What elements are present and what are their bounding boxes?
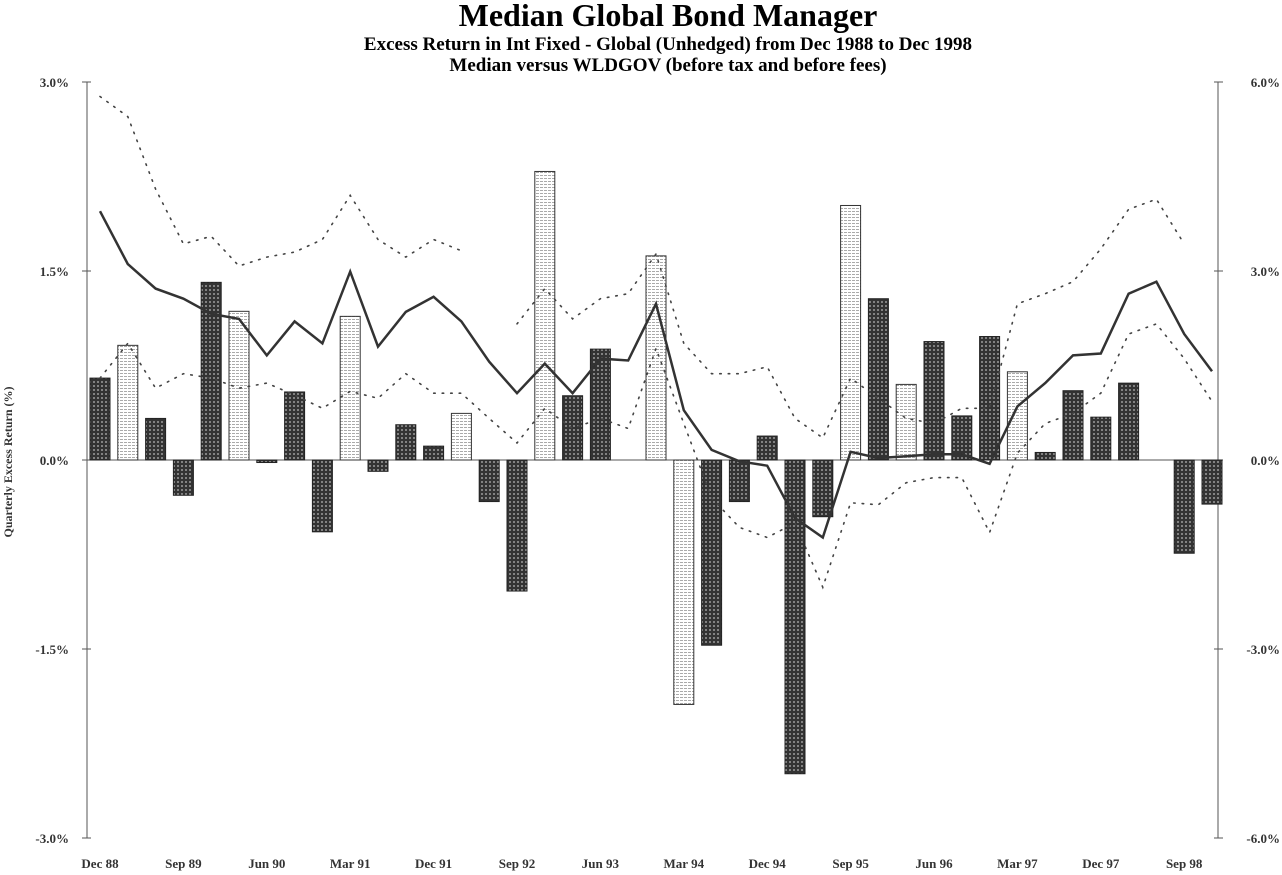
bar-dark bbox=[172, 459, 194, 496]
x-tick-label: Jun 93 bbox=[582, 856, 620, 871]
right-tick-label: 0.0% bbox=[1251, 453, 1280, 468]
x-tick-label: Sep 95 bbox=[832, 856, 869, 871]
right-tick-label: -6.0% bbox=[1246, 831, 1280, 846]
right-tick-label: 3.0% bbox=[1251, 264, 1280, 279]
x-tick-label: Dec 88 bbox=[81, 856, 119, 871]
x-tick-label: Dec 94 bbox=[749, 856, 787, 871]
chart-title: Median Global Bond Manager bbox=[459, 0, 878, 33]
bar-dark bbox=[728, 459, 750, 503]
y-axis-label: Quarterly Excess Return (%) bbox=[1, 387, 15, 538]
bar-dark bbox=[589, 348, 611, 461]
left-tick-label: -3.0% bbox=[35, 831, 69, 846]
x-tick-label: Sep 89 bbox=[165, 856, 202, 871]
bar-dark bbox=[1201, 459, 1223, 505]
chart-subtitle-2: Median versus WLDGOV (before tax and bef… bbox=[449, 55, 886, 76]
bar-dark bbox=[1062, 390, 1084, 461]
bar-dark bbox=[1034, 451, 1056, 461]
lower-quartile-line bbox=[99, 322, 1213, 590]
bar-dark bbox=[395, 424, 417, 461]
lines bbox=[98, 95, 1214, 590]
bar-dark bbox=[812, 459, 834, 518]
bar-light bbox=[673, 459, 695, 705]
upper-quartile-line bbox=[99, 95, 463, 267]
bar-light bbox=[645, 255, 667, 461]
median-line bbox=[98, 210, 1214, 540]
right-tick-label: -3.0% bbox=[1246, 642, 1280, 657]
bar-dark bbox=[756, 435, 778, 461]
bar-dark bbox=[145, 417, 167, 461]
bar-dark bbox=[367, 459, 389, 472]
x-tick-label: Dec 97 bbox=[1082, 856, 1120, 871]
left-tick-label: 3.0% bbox=[40, 75, 69, 90]
x-tick-label: Sep 98 bbox=[1166, 856, 1203, 871]
bar-dark bbox=[701, 459, 723, 646]
bar-light bbox=[450, 412, 472, 461]
bar-light bbox=[840, 204, 862, 461]
bar-dark bbox=[423, 445, 445, 461]
bar-dark bbox=[478, 459, 500, 503]
left-tick-label: 0.0% bbox=[40, 453, 69, 468]
bar-light bbox=[117, 344, 139, 461]
x-tick-label: Dec 91 bbox=[415, 856, 452, 871]
chart-subtitle-1: Excess Return in Int Fixed - Global (Unh… bbox=[364, 34, 972, 55]
bar-dark bbox=[256, 459, 278, 464]
x-tick-label: Mar 94 bbox=[664, 856, 705, 871]
bar-dark bbox=[923, 341, 945, 461]
bar-dark bbox=[284, 391, 306, 461]
bar-dark bbox=[1118, 382, 1140, 461]
bar-light bbox=[534, 170, 556, 461]
bar-light bbox=[895, 383, 917, 461]
bar-dark bbox=[89, 377, 111, 461]
right-tick-label: 6.0% bbox=[1251, 75, 1280, 90]
x-tick-label: Jun 96 bbox=[915, 856, 953, 871]
bar-dark bbox=[867, 298, 889, 461]
bar-dark bbox=[979, 336, 1001, 461]
bar-dark bbox=[562, 395, 584, 461]
bar-dark bbox=[951, 415, 973, 461]
bar-dark bbox=[1173, 459, 1195, 554]
bars bbox=[89, 170, 1223, 775]
x-tick-label: Mar 91 bbox=[330, 856, 371, 871]
x-tick-label: Sep 92 bbox=[499, 856, 535, 871]
bar-dark bbox=[311, 459, 333, 533]
bar-dark bbox=[784, 459, 806, 775]
bar-light bbox=[1006, 371, 1028, 461]
bar-light bbox=[339, 315, 361, 461]
x-tick-label: Jun 90 bbox=[248, 856, 285, 871]
x-tick-label: Mar 97 bbox=[997, 856, 1038, 871]
bar-dark bbox=[1090, 416, 1112, 461]
bar-dark bbox=[506, 459, 528, 592]
bar-dark bbox=[200, 281, 222, 461]
tick-labels: 3.0% 1.5% 0.0% -1.5% -3.0% 6.0% 3.0% 0.0% -3.0% -… bbox=[35, 75, 1280, 871]
left-tick-label: -1.5% bbox=[35, 642, 69, 657]
left-tick-label: 1.5% bbox=[40, 264, 69, 279]
